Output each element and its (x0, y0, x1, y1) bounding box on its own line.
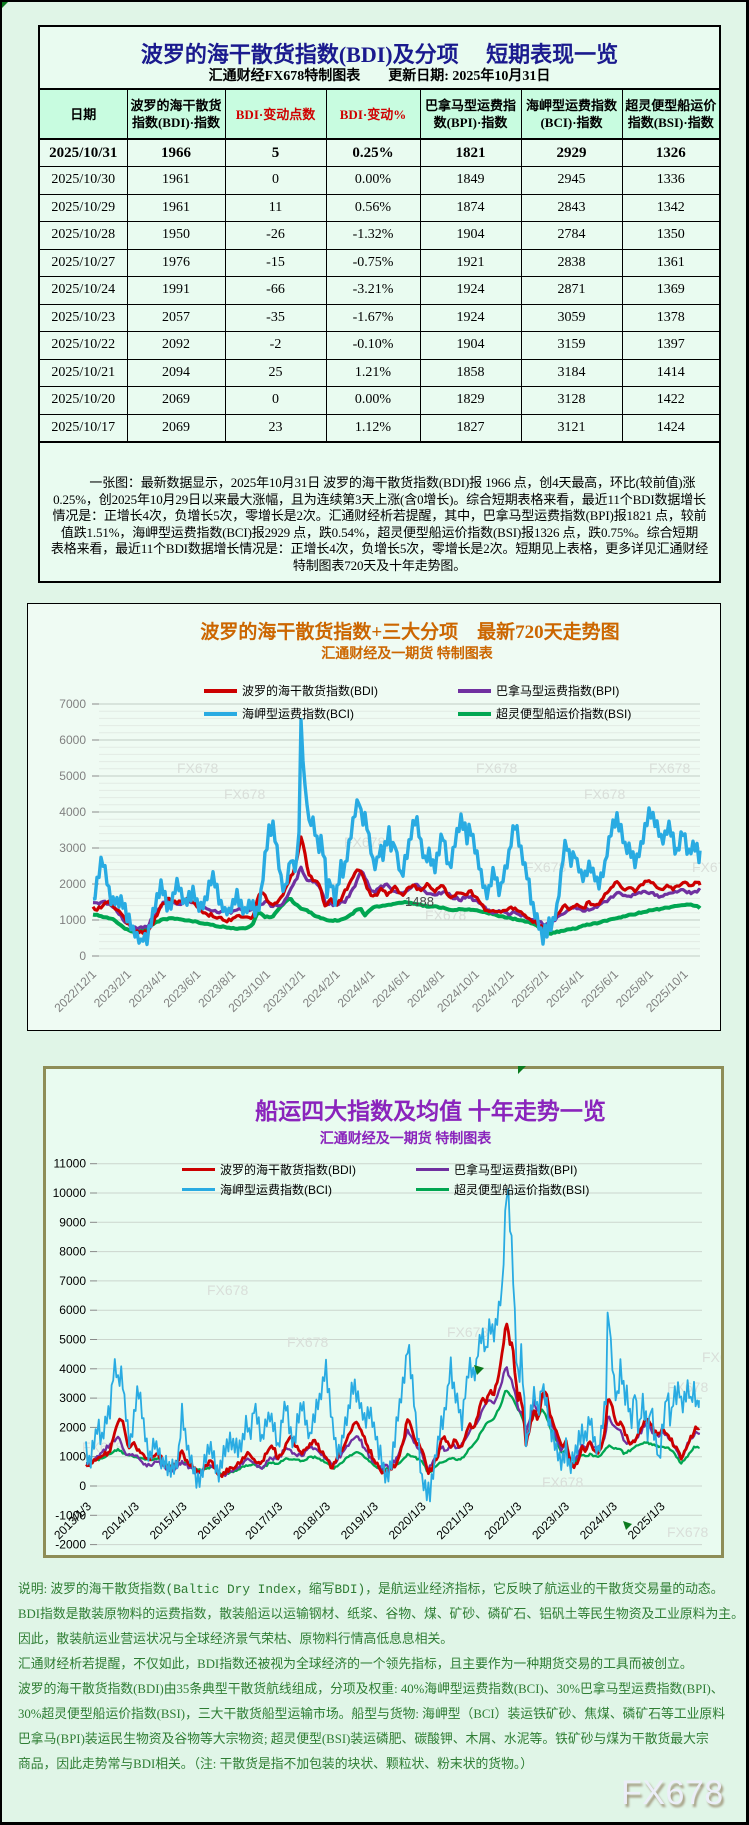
svg-text:2023/6/1: 2023/6/1 (161, 967, 204, 1010)
svg-text:FX678: FX678 (287, 1334, 328, 1350)
svg-text:2024/6/1: 2024/6/1 (369, 967, 412, 1010)
svg-text:-2000: -2000 (55, 1538, 86, 1552)
svg-text:FX678: FX678 (447, 1324, 488, 1340)
svg-text:FX678: FX678 (207, 1282, 248, 1298)
svg-text:3000: 3000 (59, 841, 86, 855)
svg-text:10000: 10000 (53, 1186, 87, 1200)
svg-text:FX678: FX678 (584, 786, 625, 802)
svg-text:2019/1/3: 2019/1/3 (338, 1499, 381, 1542)
svg-text:1488: 1488 (405, 894, 434, 909)
svg-text:2023/4/1: 2023/4/1 (126, 967, 169, 1010)
svg-text:7000: 7000 (59, 1274, 86, 1288)
svg-text:8000: 8000 (59, 1245, 86, 1259)
svg-text:9000: 9000 (59, 1215, 86, 1229)
svg-text:-1000: -1000 (55, 1508, 86, 1522)
svg-text:1000: 1000 (59, 913, 86, 927)
svg-text:0: 0 (79, 1479, 86, 1493)
svg-text:2000: 2000 (59, 1420, 86, 1434)
svg-text:2025/2/1: 2025/2/1 (509, 967, 552, 1010)
svg-text:2024/1/3: 2024/1/3 (577, 1499, 620, 1542)
svg-text:2021/1/3: 2021/1/3 (434, 1499, 477, 1542)
svg-text:7000: 7000 (59, 697, 86, 711)
svg-text:FX678: FX678 (525, 859, 566, 875)
svg-text:FX678: FX678 (476, 760, 517, 776)
svg-text:2023/2/1: 2023/2/1 (91, 967, 134, 1010)
svg-text:FX678: FX678 (667, 1524, 708, 1540)
svg-text:11000: 11000 (54, 1157, 87, 1171)
svg-text:2025/4/1: 2025/4/1 (543, 967, 586, 1010)
svg-text:FX678: FX678 (702, 1349, 721, 1365)
svg-text:FX678: FX678 (649, 760, 690, 776)
svg-text:2017/1/3: 2017/1/3 (242, 1499, 285, 1542)
svg-text:1000: 1000 (59, 1450, 86, 1464)
svg-text:3000: 3000 (59, 1391, 86, 1405)
svg-text:2024/2/1: 2024/2/1 (300, 967, 343, 1010)
svg-text:5000: 5000 (59, 769, 86, 783)
svg-text:2024/4/1: 2024/4/1 (335, 967, 378, 1010)
svg-text:0: 0 (79, 949, 86, 963)
svg-text:6000: 6000 (59, 733, 86, 747)
svg-text:2022/12/1: 2022/12/1 (51, 967, 99, 1015)
svg-text:2018/1/3: 2018/1/3 (290, 1499, 333, 1542)
svg-text:4000: 4000 (59, 805, 86, 819)
svg-text:4000: 4000 (59, 1362, 86, 1376)
svg-text:2023/1/3: 2023/1/3 (529, 1499, 572, 1542)
svg-text:FX678: FX678 (344, 834, 385, 850)
svg-text:FX678: FX678 (177, 760, 218, 776)
svg-text:2016/1/3: 2016/1/3 (195, 1499, 238, 1542)
svg-text:2020/1/3: 2020/1/3 (386, 1499, 429, 1542)
svg-text:6000: 6000 (59, 1303, 86, 1317)
svg-text:5000: 5000 (59, 1333, 86, 1347)
svg-text:2015/1/3: 2015/1/3 (147, 1499, 190, 1542)
svg-text:2025/6/1: 2025/6/1 (578, 967, 621, 1010)
svg-text:2022/1/3: 2022/1/3 (481, 1499, 524, 1542)
svg-text:FX678: FX678 (542, 1474, 583, 1490)
svg-text:2014/1/3: 2014/1/3 (99, 1499, 142, 1542)
svg-text:2025/1/3: 2025/1/3 (625, 1499, 668, 1542)
svg-text:FX678: FX678 (692, 859, 720, 875)
svg-text:FX678: FX678 (224, 786, 265, 802)
svg-text:2000: 2000 (59, 877, 86, 891)
